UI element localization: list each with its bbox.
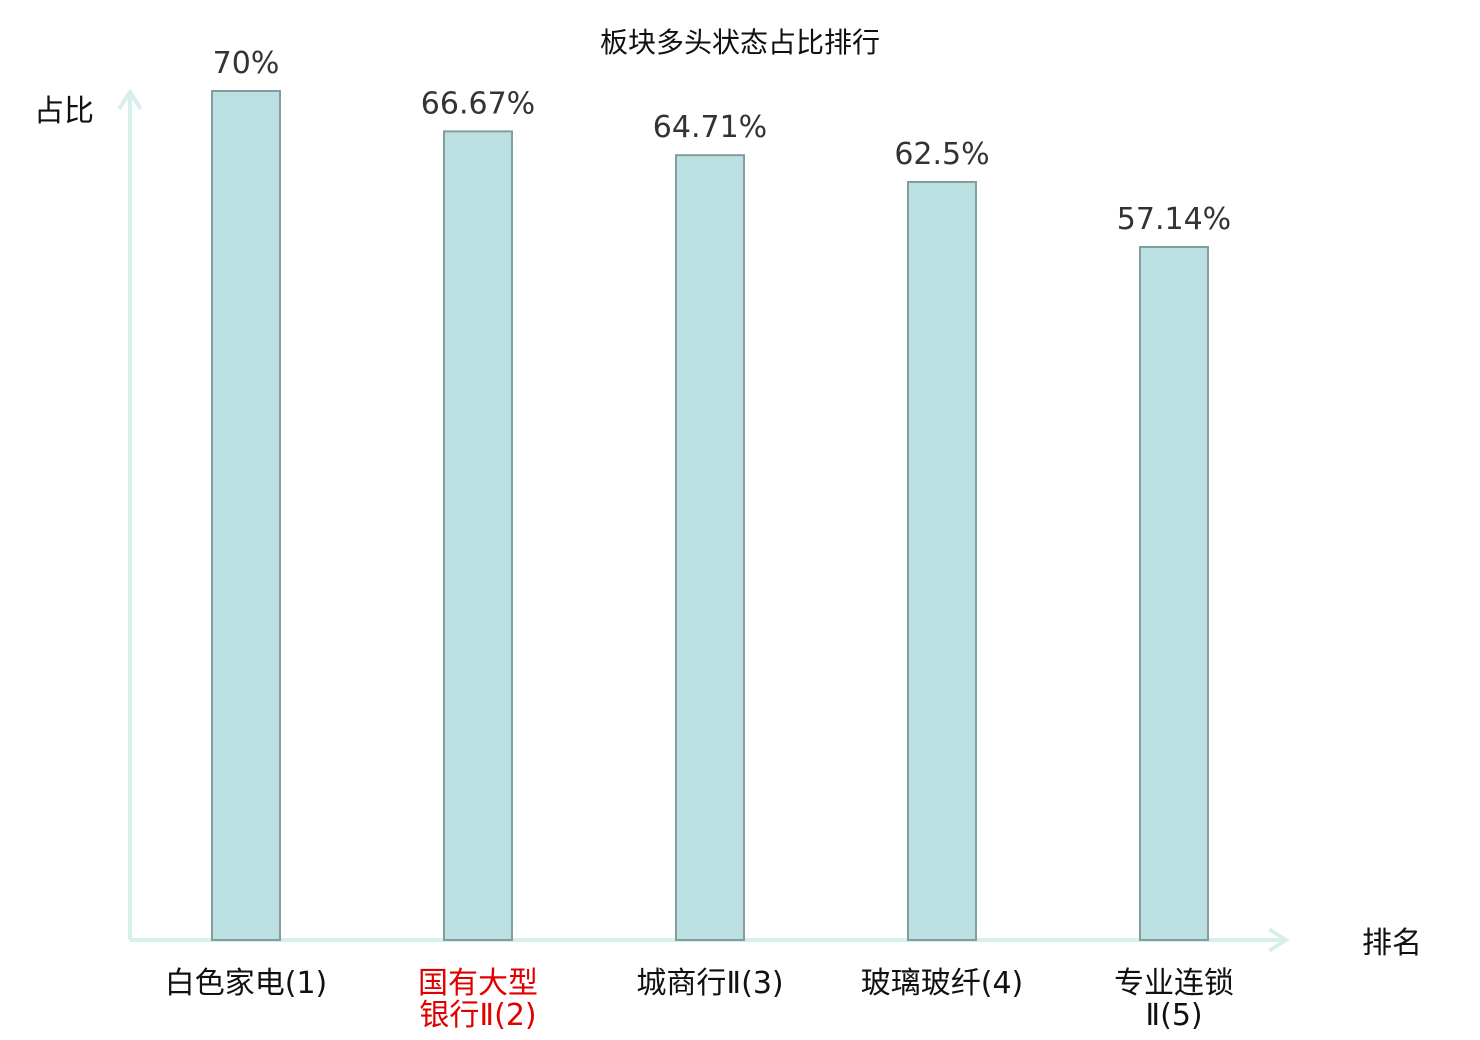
chart-title: 板块多头状态占比排行 <box>600 26 880 59</box>
value-label-5: 57.14% <box>1117 202 1231 237</box>
category-label-1: 白色家电(1) <box>165 966 328 1001</box>
bar-1 <box>211 90 281 941</box>
category-label-4: 玻璃玻纤(4) <box>861 966 1024 1001</box>
category-label-2-line-1: 国有大型 <box>418 966 538 1001</box>
category-label-3: 城商行Ⅱ(3) <box>636 966 783 1001</box>
bar-2 <box>443 130 513 942</box>
value-label-2: 66.67% <box>421 86 535 121</box>
value-label-3: 64.71% <box>653 110 767 145</box>
x-axis-label: 排名 <box>1362 926 1422 961</box>
bars <box>211 90 1209 942</box>
y-axis-label: 占比 <box>34 94 94 129</box>
bar-5 <box>1139 245 1209 941</box>
y-axis <box>117 88 143 940</box>
value-labels: 70% 66.67% 64.71% 62.5% 57.14% <box>213 46 1232 237</box>
value-label-4: 62.5% <box>894 137 989 172</box>
y-axis-arrowhead <box>117 88 143 111</box>
bar-4 <box>907 180 977 941</box>
value-label-1: 70% <box>213 46 280 81</box>
category-label-2-line-2: 银行Ⅱ(2) <box>419 998 536 1033</box>
category-label-5-line-1: 专业连锁 <box>1114 966 1234 1001</box>
category-label-5-line-2: Ⅱ(5) <box>1145 998 1202 1033</box>
x-axis-arrowhead <box>1267 927 1290 953</box>
bar-3 <box>675 154 745 941</box>
